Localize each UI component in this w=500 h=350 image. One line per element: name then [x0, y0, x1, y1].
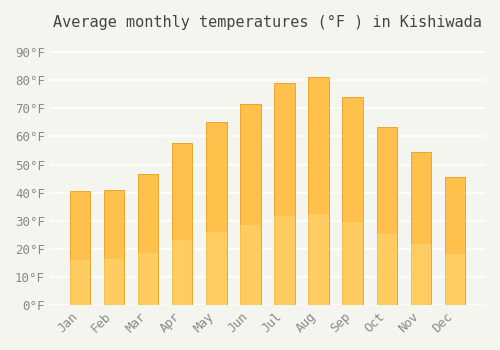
Bar	[445, 177, 465, 305]
Bar	[342, 97, 363, 305]
Bar	[342, 222, 363, 305]
Bar	[274, 83, 294, 305]
Bar	[308, 214, 329, 305]
Bar	[206, 232, 227, 305]
Bar	[172, 144, 193, 305]
Bar	[70, 191, 90, 305]
Bar	[70, 259, 90, 305]
Bar	[240, 104, 260, 305]
Bar	[240, 225, 260, 305]
Bar	[104, 259, 124, 305]
Bar	[138, 174, 158, 305]
Bar	[138, 253, 158, 305]
Title: Average monthly temperatures (°F ) in Kishiwada: Average monthly temperatures (°F ) in Ki…	[53, 15, 482, 30]
Bar	[376, 127, 397, 305]
Bar	[410, 244, 431, 305]
Bar	[104, 190, 124, 305]
Bar	[308, 77, 329, 305]
Bar	[410, 152, 431, 305]
Bar	[274, 216, 294, 305]
Bar	[172, 240, 193, 305]
Bar	[445, 254, 465, 305]
Bar	[206, 122, 227, 305]
Bar	[376, 234, 397, 305]
